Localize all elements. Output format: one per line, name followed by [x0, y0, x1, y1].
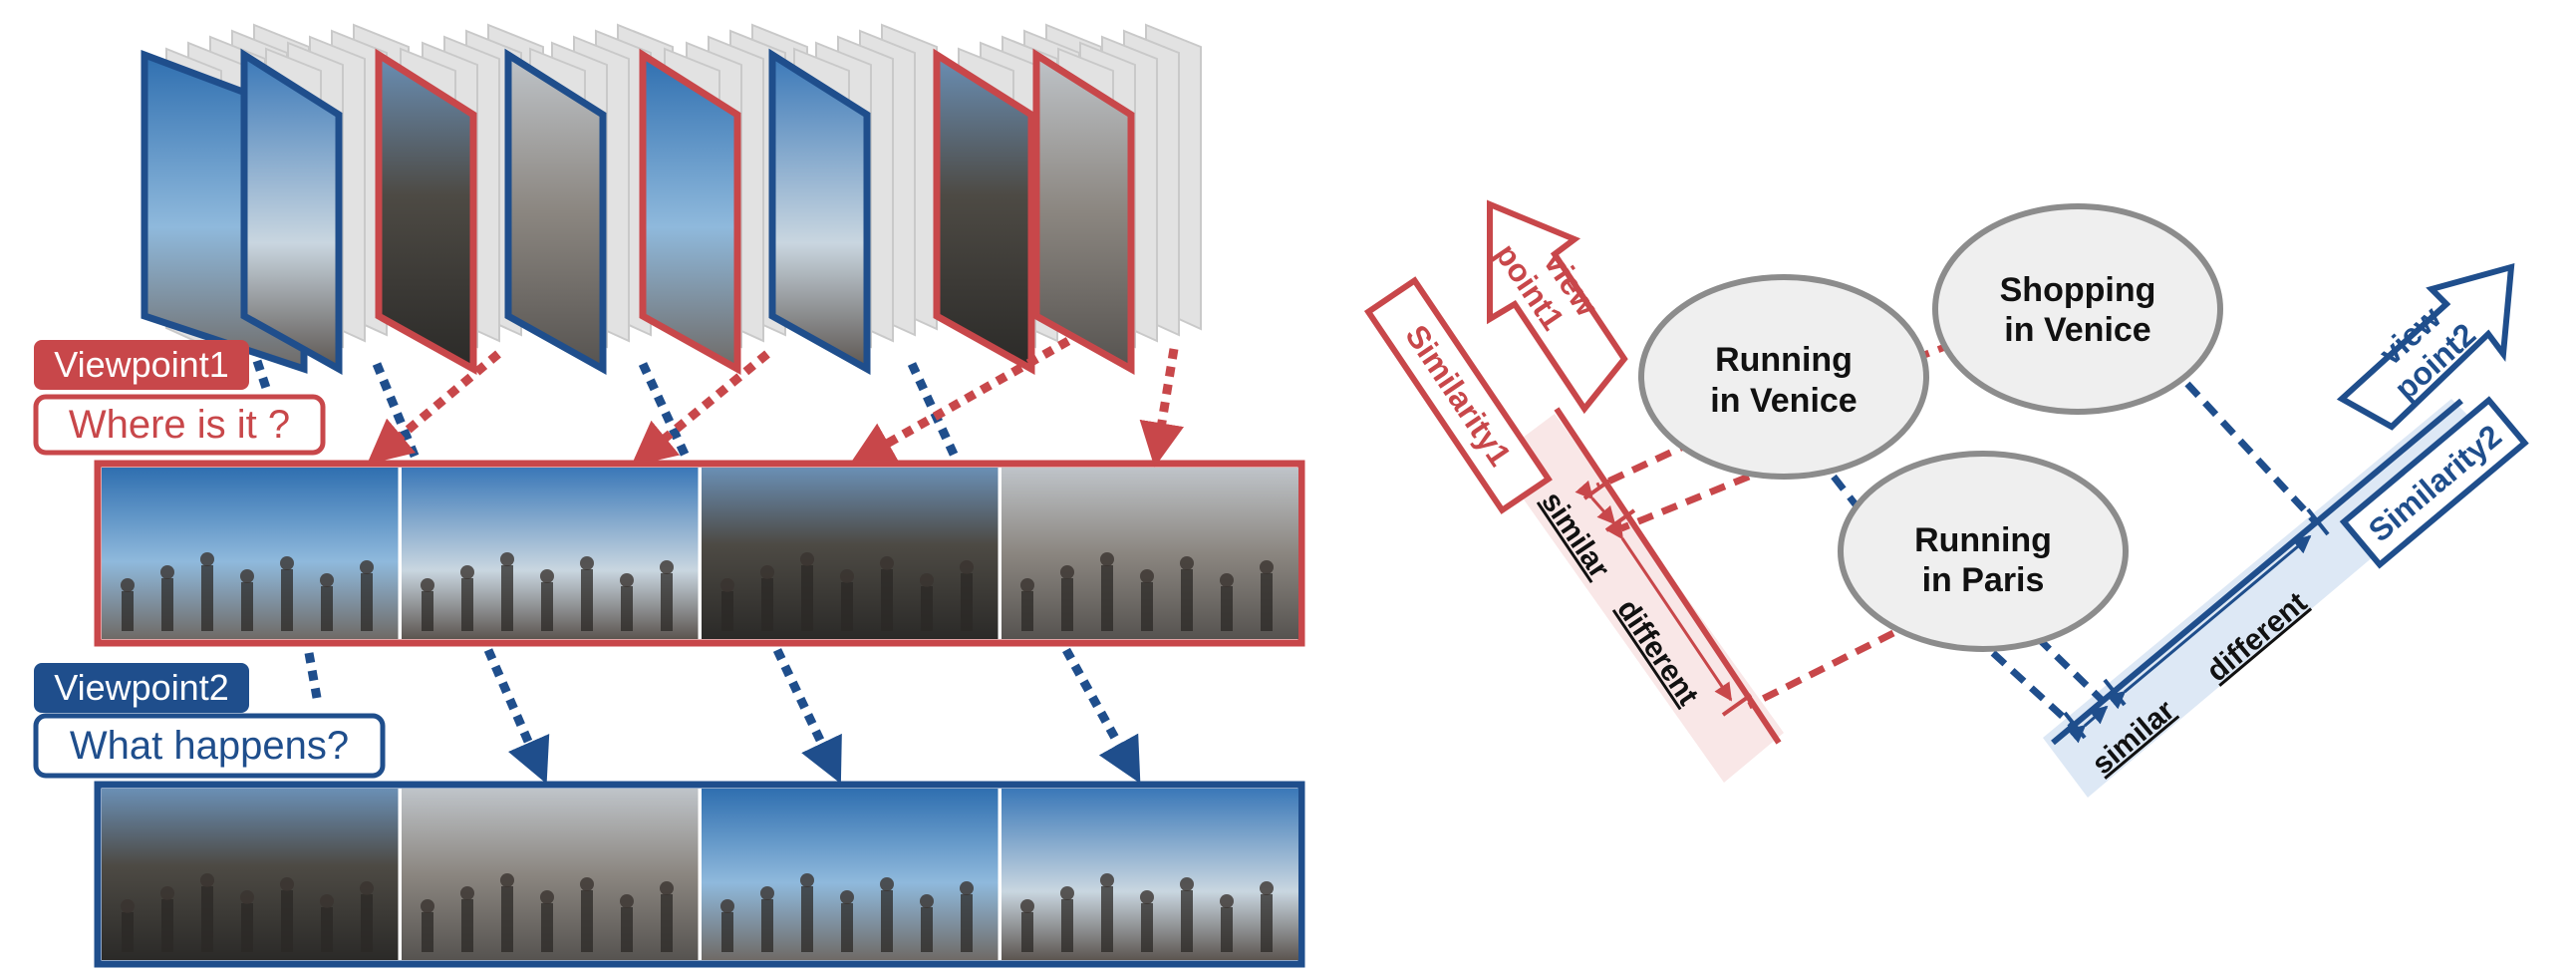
- viewpoint1-arrow: view point1: [1487, 199, 1628, 415]
- row-connectors: [304, 647, 1141, 785]
- node-running-venice-line1: Running: [1715, 341, 1853, 379]
- viewpoint1-label: Viewpoint1 Where is it ?: [33, 340, 326, 456]
- photo-st-mark-square-runners: [402, 468, 702, 639]
- photo-canal-side-buildings: [1002, 468, 1298, 639]
- viewpoint2-label: Viewpoint2 What happens?: [33, 663, 386, 779]
- viewpoint1-tag: Viewpoint1: [54, 344, 228, 385]
- node-shopping-venice-line2: in Venice: [2004, 311, 2150, 349]
- node-running-paris-line1: Running: [1914, 521, 2052, 559]
- node-running-paris: Running in Paris: [1838, 451, 2129, 652]
- frame-stacks: [141, 23, 1202, 375]
- connector-red-3: [849, 337, 1071, 466]
- stack-connectors: [252, 337, 1185, 468]
- connector-blue-8: [1062, 647, 1141, 784]
- photo-runner-by-water: [402, 789, 702, 960]
- similarity2-links: [1831, 381, 2320, 729]
- connector-red-4: [1139, 348, 1185, 468]
- photo-red-haired-spectator: [702, 789, 1002, 960]
- connector-red-1: [367, 350, 501, 465]
- connector-blue-1: [252, 359, 272, 393]
- node-running-venice: Running in Venice: [1638, 274, 1929, 480]
- photo-runners-on-street: [1002, 789, 1298, 960]
- frame-stack-8: [1032, 23, 1202, 375]
- connector-blue-6: [483, 648, 550, 785]
- connector-red-2: [631, 350, 770, 467]
- photo-doge-palace-crowd: [102, 468, 402, 639]
- viewpoint1-question: Where is it ?: [69, 403, 290, 447]
- node-shopping-venice-line1: Shopping: [2000, 271, 2156, 309]
- viewpoint2-image-row: [94, 781, 1305, 968]
- photo-basilica-square: [702, 468, 1002, 639]
- node-running-venice-line2: in Venice: [1710, 382, 1857, 420]
- connector-blue-7: [772, 648, 842, 785]
- node-shopping-venice: Shopping in Venice: [1932, 203, 2223, 415]
- frame-stack-6: [768, 23, 938, 375]
- node-running-paris-line2: in Paris: [1922, 561, 2045, 599]
- connector-blue-5: [304, 652, 322, 699]
- viewpoint2-tag: Viewpoint2: [54, 667, 228, 708]
- viewpoint1-image-row: [94, 460, 1305, 647]
- viewpoint2-question: What happens?: [70, 724, 349, 768]
- viewpoint2-arrow: view point2: [2336, 262, 2515, 431]
- photo-cheering-spectators: [102, 789, 402, 960]
